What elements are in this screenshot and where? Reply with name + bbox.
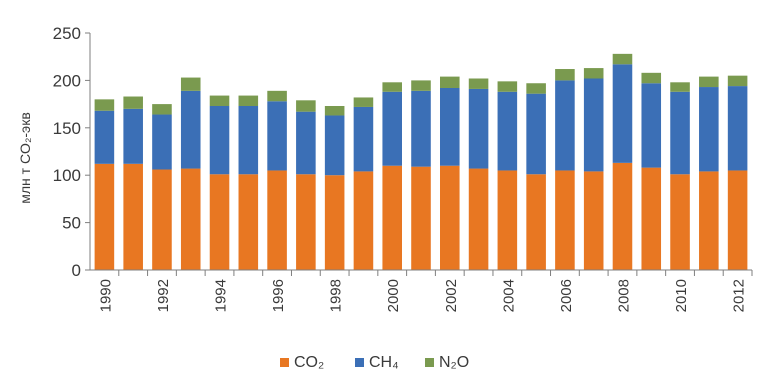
- x-tick-label-2008: 2008: [615, 279, 632, 312]
- bar-1992-series-0: [152, 169, 172, 270]
- bar-2012-series-2: [727, 75, 748, 87]
- bar-2011-series-1: [699, 87, 719, 172]
- bar-2002-series-2: [440, 76, 460, 88]
- x-tick-label-2000: 2000: [385, 279, 402, 312]
- bar-1990-series-2: [94, 99, 115, 111]
- legend-swatch-1: [355, 358, 364, 367]
- bars: [94, 53, 748, 270]
- y-tick-label-150: 150: [53, 119, 81, 138]
- bar-2000-series-0: [382, 165, 402, 270]
- x-tick-label-2006: 2006: [558, 279, 575, 312]
- bar-2009-series-2: [641, 72, 662, 84]
- bar-2009-series-1: [641, 83, 662, 168]
- bar-2000-series-1: [382, 91, 402, 166]
- legend-label-2: N₂O: [439, 354, 469, 371]
- bar-1994-series-2: [209, 95, 230, 106]
- bar-2005-series-2: [526, 83, 546, 94]
- x-tick-label-2004: 2004: [500, 279, 517, 312]
- bar-2012-series-1: [727, 86, 748, 171]
- y-tick-label-100: 100: [53, 166, 81, 185]
- x-tick-label-2002: 2002: [443, 279, 460, 312]
- x-tick-label-1992: 1992: [155, 279, 172, 312]
- x-tick-label-1990: 1990: [97, 279, 114, 312]
- y-tick-label-0: 0: [72, 261, 81, 280]
- bar-1990-series-1: [94, 110, 115, 164]
- bar-1997-series-0: [296, 174, 316, 270]
- bar-2003-series-0: [468, 168, 489, 270]
- y-tick-label-200: 200: [53, 71, 81, 90]
- bar-2005-series-1: [526, 93, 546, 175]
- bar-2012-series-0: [727, 170, 748, 270]
- bar-1998-series-0: [324, 175, 345, 270]
- bar-2010-series-1: [670, 91, 690, 175]
- legend-swatch-2: [425, 358, 434, 367]
- bar-2001-series-2: [411, 80, 431, 91]
- bar-2010-series-0: [670, 174, 690, 270]
- bar-2011-series-2: [699, 76, 719, 88]
- bar-1992-series-1: [152, 114, 172, 170]
- bar-2004-series-1: [497, 91, 518, 171]
- bar-2008-series-0: [612, 162, 633, 270]
- bar-2003-series-1: [468, 88, 489, 169]
- bar-1995-series-1: [238, 106, 259, 175]
- bar-1993-series-1: [180, 90, 201, 169]
- x-tick-label-1994: 1994: [213, 279, 230, 312]
- bar-2010-series-2: [670, 82, 690, 92]
- bar-1991-series-2: [123, 96, 143, 109]
- y-tick-label-250: 250: [53, 24, 81, 43]
- bar-1999-series-2: [353, 97, 374, 107]
- x-axis: 1990 1992 1994 1996 1998 2000 2002 2004 2006 2008…: [90, 269, 753, 312]
- bar-1998-series-1: [324, 115, 345, 176]
- x-tick-label-1998: 1998: [328, 279, 345, 312]
- x-tick-label-2012: 2012: [731, 279, 748, 312]
- bar-1999-series-1: [353, 106, 374, 172]
- bar-1996-series-0: [267, 170, 287, 270]
- legend-label-0: CO₂: [294, 354, 324, 371]
- bar-1999-series-0: [353, 171, 374, 270]
- bar-2002-series-1: [440, 87, 460, 166]
- bar-2001-series-0: [411, 166, 431, 270]
- bar-2007-series-0: [583, 171, 604, 270]
- bar-1993-series-2: [180, 77, 201, 91]
- bar-2011-series-0: [699, 171, 719, 270]
- bar-1995-series-2: [238, 95, 259, 106]
- bar-1997-series-1: [296, 111, 316, 175]
- bar-1990-series-0: [94, 163, 115, 270]
- bar-2007-series-2: [583, 68, 604, 79]
- bar-2006-series-2: [555, 69, 575, 81]
- bar-2005-series-0: [526, 174, 546, 270]
- bar-2003-series-2: [468, 78, 489, 89]
- bar-2001-series-1: [411, 90, 431, 167]
- bar-1993-series-0: [180, 168, 201, 270]
- bar-2007-series-1: [583, 78, 604, 172]
- bar-2008-series-1: [612, 64, 633, 163]
- y-axis: 0 50 100 150 200 250: [53, 24, 91, 280]
- bar-2002-series-0: [440, 165, 460, 270]
- bar-2006-series-1: [555, 80, 575, 171]
- y-tick-label-50: 50: [62, 214, 81, 233]
- legend: CO₂ CH₄ N₂O: [280, 354, 469, 371]
- bar-1992-series-2: [152, 104, 172, 115]
- bar-1995-series-0: [238, 174, 259, 270]
- bar-1996-series-2: [267, 90, 287, 102]
- y-axis-label: млн т CO₂-экв: [17, 112, 33, 204]
- x-tick-label-2010: 2010: [673, 279, 690, 312]
- bar-1996-series-1: [267, 101, 287, 171]
- bar-1991-series-1: [123, 108, 143, 164]
- bar-2000-series-2: [382, 82, 402, 92]
- bar-1998-series-2: [324, 106, 345, 116]
- bar-2006-series-0: [555, 170, 575, 270]
- bar-1991-series-0: [123, 163, 143, 270]
- x-tick-label-1996: 1996: [270, 279, 287, 312]
- bar-2009-series-0: [641, 167, 662, 270]
- legend-swatch-0: [280, 358, 289, 367]
- bar-2008-series-2: [612, 53, 633, 65]
- bar-2004-series-2: [497, 81, 518, 92]
- bar-1994-series-0: [209, 174, 230, 270]
- legend-label-1: CH₄: [369, 354, 399, 371]
- bar-1994-series-1: [209, 106, 230, 175]
- bar-2004-series-0: [497, 170, 518, 270]
- bar-1997-series-2: [296, 100, 316, 112]
